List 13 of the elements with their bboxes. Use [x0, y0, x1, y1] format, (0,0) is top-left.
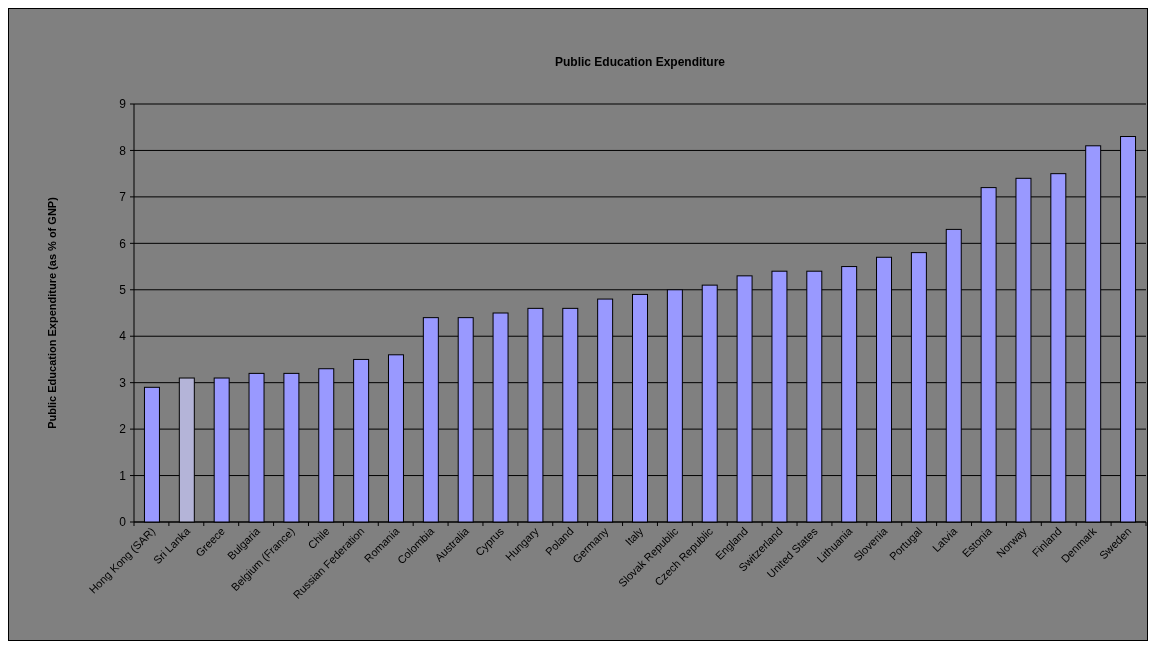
y-tick-label: 0: [119, 515, 127, 530]
y-tick-label: 9: [119, 97, 127, 112]
y-tick-label: 2: [119, 422, 127, 437]
y-axis-title: Public Education Expenditure (as % of GNP): [46, 196, 58, 429]
x-tick-label: Italy: [622, 524, 646, 548]
y-tick-label: 4: [119, 329, 127, 344]
y-tick-label: 1: [119, 468, 127, 483]
y-tick-label: 8: [119, 143, 127, 158]
y-tick-label: 6: [119, 236, 127, 251]
y-tick-label: 3: [119, 375, 127, 390]
y-tick-label: 5: [119, 282, 127, 297]
y-tick-label: 7: [119, 190, 127, 205]
chart-title: Public Education Expenditure: [554, 55, 726, 69]
